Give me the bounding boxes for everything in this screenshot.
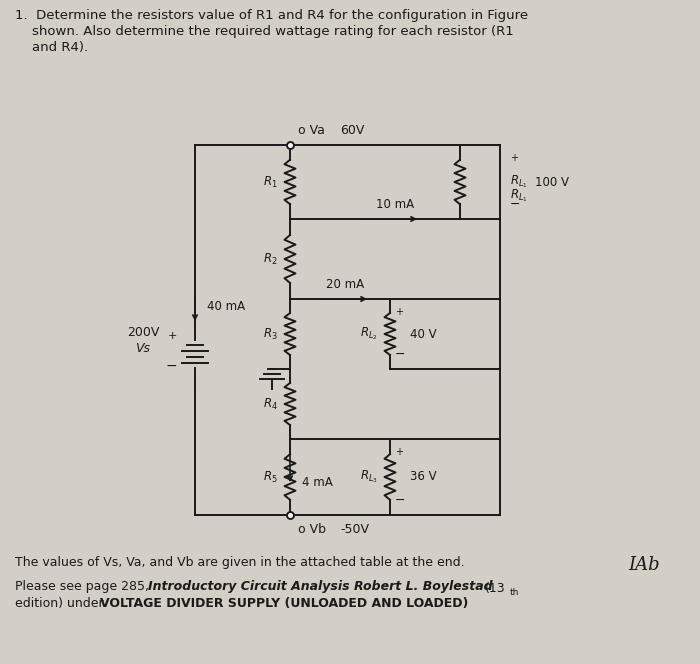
Text: Vs: Vs: [136, 341, 150, 355]
Text: 10 mA: 10 mA: [376, 198, 414, 211]
Text: The values of Vs, Va, and Vb are given in the attached table at the end.: The values of Vs, Va, and Vb are given i…: [15, 556, 465, 569]
Text: −: −: [395, 494, 405, 507]
Text: th: th: [510, 588, 519, 597]
Text: +: +: [510, 153, 518, 163]
Text: 200V: 200V: [127, 325, 159, 339]
Text: 100 V: 100 V: [535, 175, 569, 189]
Text: 40 V: 40 V: [410, 327, 437, 341]
Text: 60V: 60V: [340, 124, 365, 137]
Text: -50V: -50V: [340, 523, 369, 536]
Text: o Vb: o Vb: [298, 523, 326, 536]
Text: $R_1$: $R_1$: [263, 175, 278, 189]
Text: Please see page 285,: Please see page 285,: [15, 580, 153, 593]
Text: $R_3$: $R_3$: [263, 327, 278, 341]
Text: $R_{L_1}$: $R_{L_1}$: [510, 188, 528, 205]
Text: VOLTAGE DIVIDER SUPPLY (UNLOADED AND LOADED): VOLTAGE DIVIDER SUPPLY (UNLOADED AND LOA…: [100, 597, 468, 610]
Text: shown. Also determine the required wattage rating for each resistor (R1: shown. Also determine the required watta…: [15, 25, 514, 38]
Text: Introductory Circuit Analysis Robert L. Boylestad: Introductory Circuit Analysis Robert L. …: [148, 580, 493, 593]
Text: and R4).: and R4).: [15, 41, 88, 54]
Text: 36 V: 36 V: [410, 471, 437, 483]
Text: $R_5$: $R_5$: [263, 469, 278, 485]
Text: $R_4$: $R_4$: [263, 396, 278, 412]
Text: IAb: IAb: [629, 556, 660, 574]
Text: 20 mA: 20 mA: [326, 278, 364, 291]
Text: $R_{L_1}$: $R_{L_1}$: [510, 174, 528, 191]
Text: +: +: [167, 331, 177, 341]
Text: +: +: [395, 447, 403, 457]
Text: −: −: [510, 198, 521, 211]
Text: $R_2$: $R_2$: [263, 252, 278, 266]
Text: 1.  Determine the resistors value of R1 and R4 for the configuration in Figure: 1. Determine the resistors value of R1 a…: [15, 9, 528, 22]
Text: edition) under: edition) under: [15, 597, 108, 610]
Text: (13: (13: [485, 582, 505, 595]
Text: o Va: o Va: [298, 124, 325, 137]
Text: 40 mA: 40 mA: [207, 299, 245, 313]
Text: $R_{L_2}$: $R_{L_2}$: [360, 326, 378, 342]
Text: 4 mA: 4 mA: [302, 475, 332, 489]
Text: +: +: [395, 307, 403, 317]
Text: −: −: [165, 359, 177, 373]
Text: $R_{L_3}$: $R_{L_3}$: [360, 469, 378, 485]
Text: −: −: [395, 348, 405, 361]
